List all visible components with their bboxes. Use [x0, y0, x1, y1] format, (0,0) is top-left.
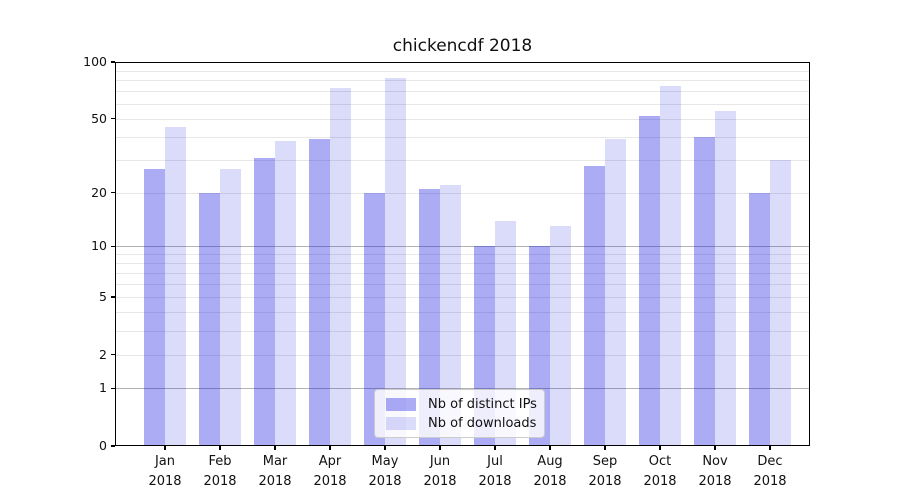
gridline-minor — [116, 284, 809, 286]
bar-downloads-sep — [604, 139, 626, 446]
x-tick-label-sep: Sep 2018 — [588, 454, 622, 489]
gridline-minor — [116, 103, 809, 105]
gridline-minor — [116, 160, 809, 162]
bar-downloads-mar — [274, 141, 296, 446]
x-tick-label-aug: Aug 2018 — [533, 454, 567, 489]
x-tick — [164, 446, 166, 450]
bar-distinct-ips-jun — [418, 188, 440, 446]
y-tick-label: 10 — [91, 238, 107, 254]
x-tick — [384, 446, 386, 450]
bar-distinct-ips-oct — [638, 115, 660, 446]
gridline-major — [116, 62, 809, 63]
legend-swatch-downloads — [386, 416, 416, 430]
x-tick-label-apr: Apr 2018 — [313, 454, 347, 489]
gridline-minor — [116, 70, 809, 72]
gridline-major — [116, 388, 809, 390]
legend-label-distinct-ips: Nb of distinct IPs — [428, 396, 537, 412]
bar-downloads-oct — [659, 85, 681, 446]
bar-downloads-nov — [714, 111, 736, 446]
y-tick-label: 0 — [99, 438, 107, 453]
bar-distinct-ips-apr — [308, 139, 330, 446]
bar-downloads-jan — [164, 127, 186, 446]
x-tick-label-oct: Oct 2018 — [643, 454, 677, 489]
x-tick — [604, 446, 606, 450]
x-tick-label-may: May 2018 — [368, 454, 402, 489]
x-tick-label-nov: Nov 2018 — [698, 454, 732, 489]
y-tick — [111, 353, 115, 356]
bar-downloads-feb — [219, 168, 241, 446]
y-tick — [111, 192, 115, 194]
gridline-minor — [116, 272, 809, 274]
bar-distinct-ips-sep — [583, 165, 605, 446]
bar-distinct-ips-feb — [198, 192, 220, 446]
y-tick — [111, 245, 115, 248]
x-tick — [714, 446, 716, 450]
x-tick — [494, 446, 496, 450]
y-tick — [111, 387, 115, 389]
x-tick — [769, 446, 771, 450]
bar-downloads-may — [384, 78, 406, 446]
y-tick-label: 100 — [83, 54, 107, 69]
gridline-minor — [116, 80, 809, 82]
gridline-minor — [116, 118, 809, 120]
gridline-minor — [116, 354, 809, 356]
gridline-minor — [116, 192, 809, 194]
x-tick — [659, 446, 661, 450]
x-tick-label-feb: Feb 2018 — [203, 454, 237, 489]
y-tick-label: 50 — [91, 110, 107, 126]
gridline-minor — [116, 91, 809, 93]
gridline-minor — [116, 254, 809, 256]
gridline-minor — [116, 137, 809, 138]
bar-distinct-ips-mar — [253, 157, 275, 446]
y-tick — [111, 118, 115, 120]
bar-downloads-aug — [549, 226, 571, 446]
gridline-minor — [116, 312, 809, 314]
bar-downloads-jun — [439, 185, 461, 446]
x-tick — [549, 446, 551, 450]
bar-downloads-dec — [769, 160, 791, 446]
y-tick-label: 2 — [99, 346, 107, 362]
chart-title: chickencdf 2018 — [392, 36, 533, 56]
x-tick — [439, 446, 441, 450]
gridline-minor — [116, 263, 809, 265]
bar-distinct-ips-jan — [143, 168, 165, 446]
x-tick-label-mar: Mar 2018 — [258, 454, 292, 489]
legend-swatch-distinct-ips — [386, 397, 416, 411]
x-tick-label-jul: Jul 2018 — [478, 454, 512, 489]
legend-item-downloads: Nb of downloads — [375, 416, 544, 431]
legend-item-distinct-ips: Nb of distinct IPs — [375, 397, 544, 412]
y-tick — [111, 61, 115, 63]
x-tick-label-jan: Jan 2018 — [148, 454, 182, 489]
x-tick — [274, 446, 276, 450]
legend: Nb of distinct IPs Nb of downloads — [374, 389, 545, 438]
gridline-minor — [116, 330, 809, 332]
y-tick-label: 20 — [91, 184, 107, 200]
x-tick — [329, 446, 331, 450]
gridline-major — [116, 246, 809, 248]
gridline-minor — [116, 296, 809, 298]
y-tick — [111, 445, 115, 447]
y-tick-label: 5 — [99, 288, 107, 304]
y-tick — [111, 296, 115, 298]
bar-distinct-ips-may — [363, 192, 385, 446]
y-tick-label: 1 — [99, 380, 107, 396]
bar-downloads-apr — [329, 87, 351, 446]
bar-distinct-ips-dec — [748, 192, 770, 446]
x-tick — [219, 446, 221, 450]
x-tick-label-dec: Dec 2018 — [753, 454, 787, 489]
legend-label-downloads: Nb of downloads — [428, 415, 537, 431]
bar-distinct-ips-nov — [693, 137, 715, 446]
x-tick-label-jun: Jun 2018 — [423, 454, 457, 489]
